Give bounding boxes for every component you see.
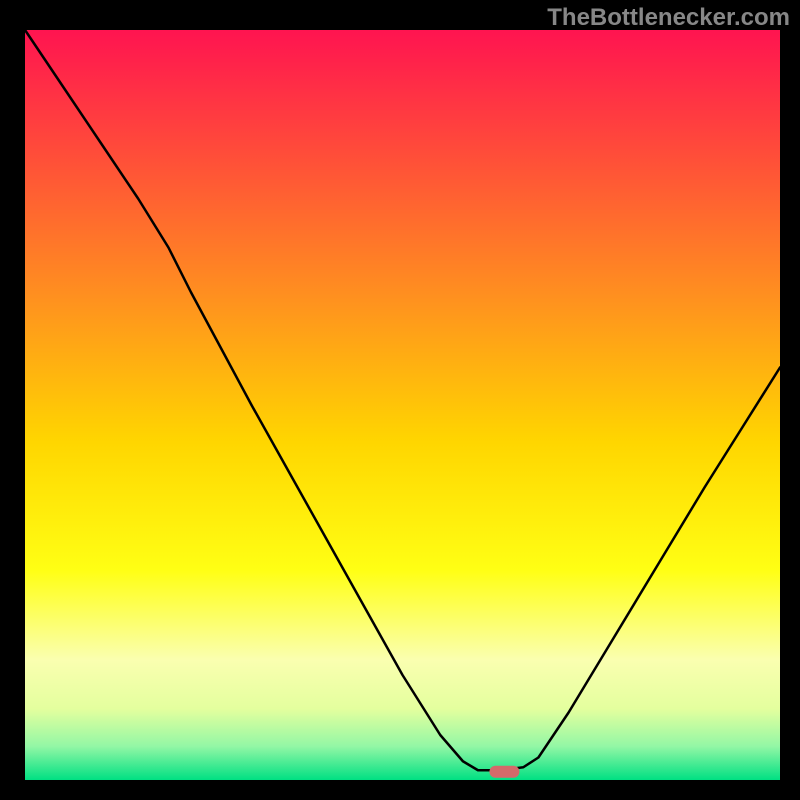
bottleneck-chart xyxy=(0,0,800,800)
watermark-text: TheBottlenecker.com xyxy=(547,4,790,32)
chart-container: TheBottlenecker.com xyxy=(0,0,800,800)
optimal-point-marker xyxy=(489,766,519,778)
chart-background-gradient xyxy=(25,30,780,780)
